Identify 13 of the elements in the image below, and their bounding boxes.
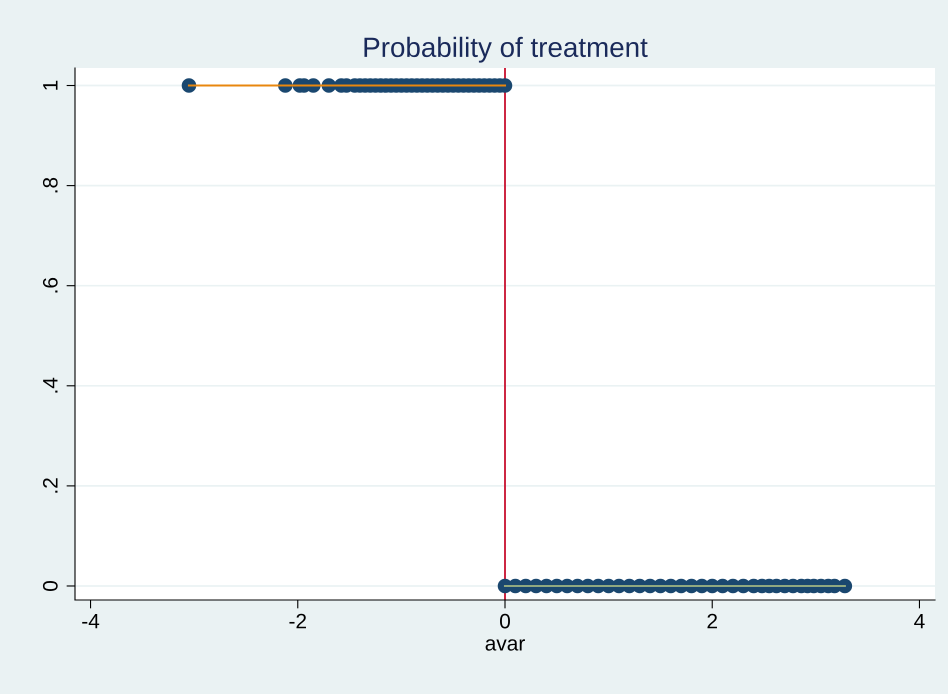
x-axis-title: avar <box>486 639 525 651</box>
y-tick-label: 0 <box>42 581 58 591</box>
y-tick-label: 1 <box>43 80 58 90</box>
y-tick-label: .4 <box>43 378 58 393</box>
x-tick-label: 2 <box>707 614 717 628</box>
y-tick-label: .6 <box>42 278 58 292</box>
x-tick-label: -2 <box>289 614 306 628</box>
x-tick-label: 4 <box>914 614 925 628</box>
y-tick-label: .8 <box>42 178 58 192</box>
chart-title: Probability of treatment <box>364 36 648 63</box>
y-tick-label: .2 <box>42 478 58 493</box>
x-tick-label: -4 <box>82 614 100 628</box>
x-tick-label: 0 <box>500 614 510 628</box>
